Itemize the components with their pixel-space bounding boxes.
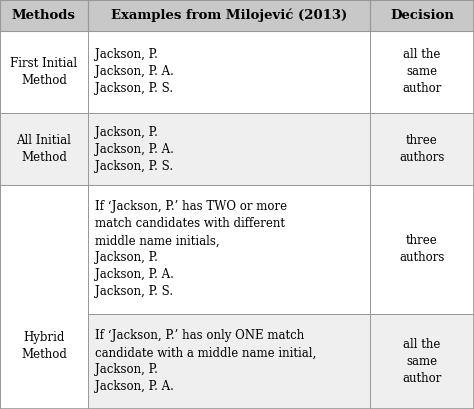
Bar — [88, 0, 370, 31]
Text: If ‘Jackson, P.’ has TWO or more
match candidates with different
middle name ini: If ‘Jackson, P.’ has TWO or more match c… — [95, 200, 287, 299]
Bar — [88, 0, 370, 31]
Bar — [370, 31, 474, 113]
Bar — [88, 31, 370, 113]
Bar — [370, 31, 474, 113]
Bar — [88, 314, 370, 409]
Bar — [0, 31, 88, 113]
Bar — [0, 0, 88, 31]
Text: Decision: Decision — [390, 9, 454, 22]
Bar — [88, 113, 370, 185]
Bar — [370, 0, 474, 31]
Bar — [88, 185, 370, 314]
Text: Methods: Methods — [12, 9, 76, 22]
Text: Examples from Milojević (2013): Examples from Milojević (2013) — [110, 9, 347, 22]
Text: All Initial
Method: All Initial Method — [17, 134, 71, 164]
Bar — [370, 185, 474, 314]
Text: If ‘Jackson, P.’ has only ONE match
candidate with a middle name initial,
Jackso: If ‘Jackson, P.’ has only ONE match cand… — [95, 330, 316, 393]
Bar — [370, 185, 474, 314]
Bar — [88, 113, 370, 185]
Text: all the
same
author: all the same author — [402, 48, 442, 95]
Bar — [370, 113, 474, 185]
Text: Jackson, P.
Jackson, P. A.
Jackson, P. S.: Jackson, P. Jackson, P. A. Jackson, P. S… — [95, 126, 173, 173]
Bar — [0, 113, 88, 185]
Bar — [370, 314, 474, 409]
Bar — [0, 31, 88, 113]
Bar — [370, 314, 474, 409]
Bar — [0, 0, 88, 31]
Bar — [0, 113, 88, 185]
Bar — [0, 185, 88, 409]
Text: Hybrid
Method: Hybrid Method — [21, 331, 67, 361]
Bar — [0, 185, 88, 409]
Text: three
authors: three authors — [399, 134, 445, 164]
Bar — [88, 31, 370, 113]
Bar — [370, 0, 474, 31]
Text: three
authors: three authors — [399, 234, 445, 264]
Text: Jackson, P.
Jackson, P. A.
Jackson, P. S.: Jackson, P. Jackson, P. A. Jackson, P. S… — [95, 48, 173, 95]
Bar — [88, 314, 370, 409]
Text: First Initial
Method: First Initial Method — [10, 57, 77, 87]
Text: all the
same
author: all the same author — [402, 338, 442, 385]
Bar — [370, 113, 474, 185]
Bar — [88, 185, 370, 314]
